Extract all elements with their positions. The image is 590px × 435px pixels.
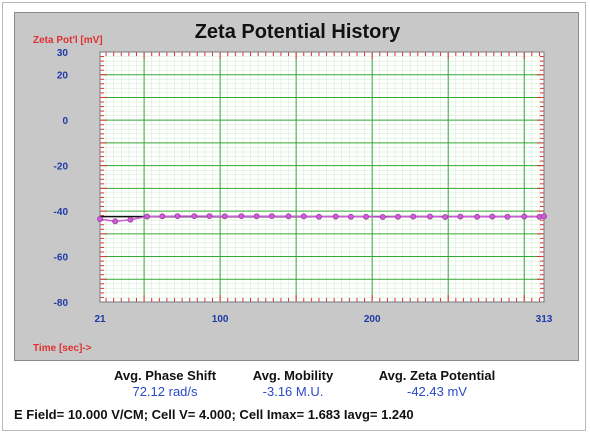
x-axis-title: Time [sec]-> bbox=[33, 343, 92, 354]
y-tick-label: 0 bbox=[62, 116, 68, 127]
x-tick-label: 200 bbox=[364, 314, 381, 325]
zeta-data-point bbox=[97, 216, 103, 222]
y-tick-label: -40 bbox=[54, 207, 69, 218]
zeta-data-point bbox=[442, 214, 449, 220]
zeta-data-point bbox=[410, 213, 417, 220]
zeta-data-point bbox=[379, 214, 386, 220]
x-tick-label: 100 bbox=[212, 314, 229, 325]
summary-stats: Avg. Phase Shift 72.12 rad/s Avg. Mobili… bbox=[0, 368, 590, 408]
zeta-data-point bbox=[174, 213, 181, 219]
y-axis-title: Zeta Pot'l [mV] bbox=[33, 35, 103, 46]
zeta-data-point bbox=[363, 213, 369, 220]
zeta-data-point bbox=[253, 213, 260, 220]
y-tick-label: -60 bbox=[54, 253, 69, 264]
plot-area bbox=[100, 52, 544, 302]
plot-border bbox=[99, 51, 545, 303]
zeta-data-point bbox=[206, 213, 213, 219]
y-tick-label: -80 bbox=[54, 298, 69, 309]
zeta-data-point bbox=[489, 213, 496, 220]
x-tick-label: 21 bbox=[94, 314, 106, 325]
zeta-data-point bbox=[504, 213, 511, 220]
zeta-data-point bbox=[221, 213, 228, 220]
phase-shift-label: Avg. Phase Shift bbox=[113, 368, 217, 383]
zeta-data-point bbox=[127, 216, 134, 223]
zeta-data-point bbox=[112, 218, 119, 225]
y-tick-label: -20 bbox=[54, 162, 69, 173]
zeta-data-point bbox=[238, 213, 245, 219]
y-tick-label: 20 bbox=[57, 71, 69, 82]
mobility-stat: Avg. Mobility -3.16 M.U. bbox=[228, 368, 358, 399]
zeta-data-point bbox=[285, 213, 292, 220]
mobility-value: -3.16 M.U. bbox=[262, 384, 324, 399]
zeta-data-point bbox=[474, 213, 480, 220]
zeta-data-point bbox=[300, 213, 307, 220]
zeta-data-point bbox=[332, 213, 339, 220]
zeta-stat: Avg. Zeta Potential -42.43 mV bbox=[362, 368, 512, 399]
x-tick-label: 313 bbox=[536, 314, 553, 325]
chart-title: Zeta Potential History bbox=[194, 21, 401, 43]
zeta-data-point bbox=[521, 213, 528, 220]
zeta-value: -42.43 mV bbox=[407, 384, 467, 399]
phase-shift-stat: Avg. Phase Shift 72.12 rad/s bbox=[85, 368, 245, 399]
cell-parameters: E Field= 10.000 V/CM; Cell V= 4.000; Cel… bbox=[14, 407, 414, 422]
zeta-data-point bbox=[268, 213, 275, 219]
mobility-label: Avg. Mobility bbox=[252, 368, 334, 383]
y-tick-label: 30 bbox=[57, 48, 69, 59]
zeta-data-point bbox=[541, 213, 547, 220]
zeta-data-point bbox=[159, 213, 166, 220]
zeta-data-point bbox=[144, 213, 151, 220]
zeta-label: Avg. Zeta Potential bbox=[378, 368, 496, 383]
zeta-data-point bbox=[457, 213, 464, 220]
zeta-data-point bbox=[395, 213, 401, 220]
phase-shift-value: 72.12 rad/s bbox=[132, 384, 198, 399]
zeta-data-point bbox=[191, 213, 198, 219]
zeta-data-point bbox=[347, 213, 354, 220]
zeta-data-point bbox=[316, 213, 322, 220]
zeta-data-point bbox=[427, 213, 433, 220]
